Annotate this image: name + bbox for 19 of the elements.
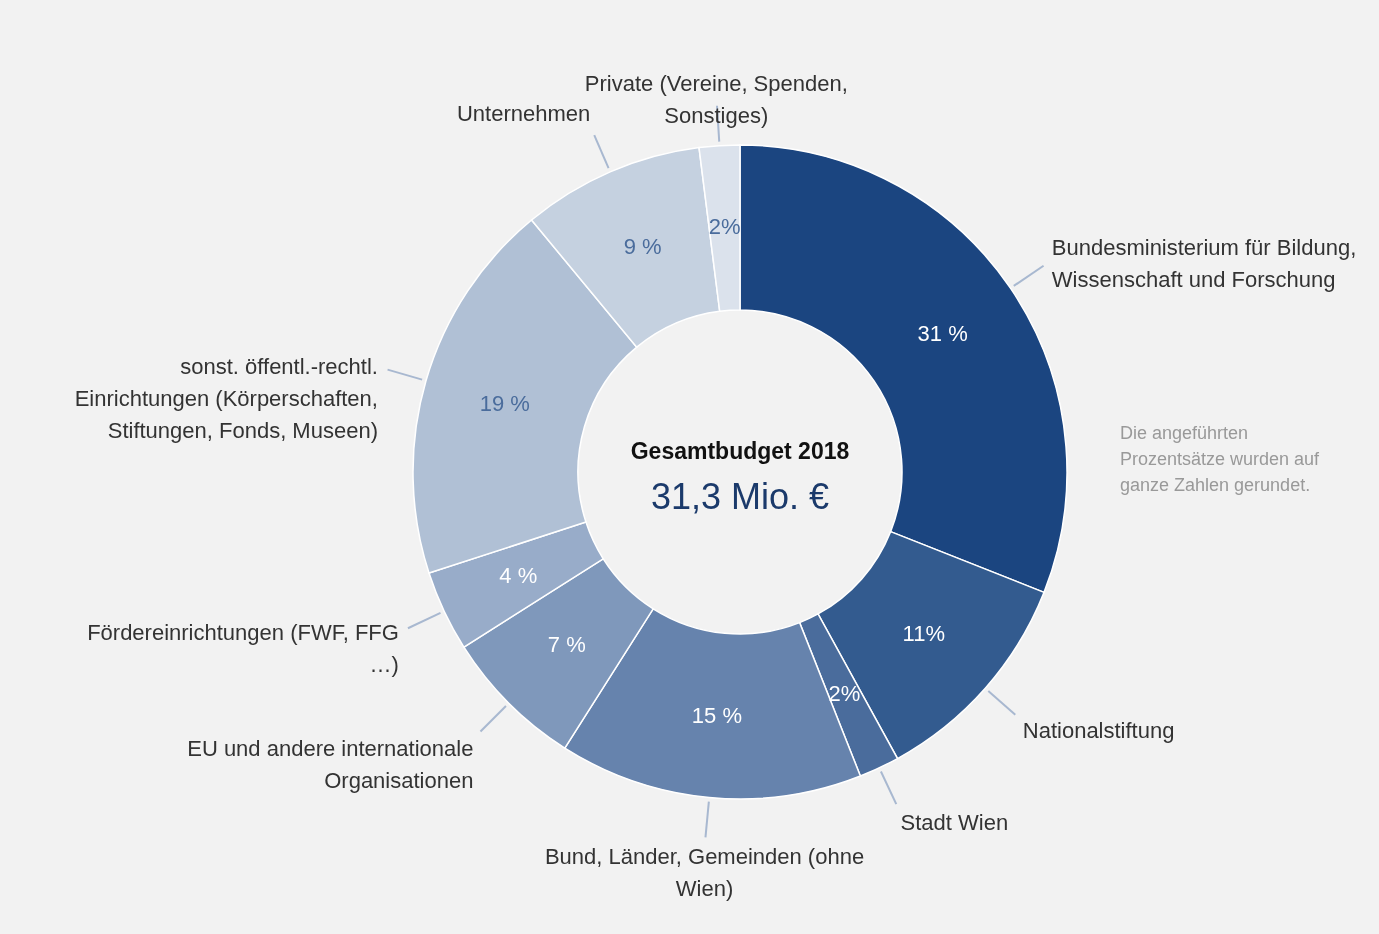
text: 31,3 Mio. € (650, 476, 830, 517)
data-label: 19 % (479, 390, 530, 416)
data-label: 31 % (917, 321, 968, 347)
slice-label: Stadt Wien (900, 810, 1009, 836)
slice-label: Bund, Länder, Gemeinden (ohne Wien) (544, 844, 865, 902)
data-label: 11% (902, 621, 945, 647)
data-label: 7 % (547, 632, 586, 658)
data-label: 15 % (691, 702, 743, 728)
slice-label: Nationalstiftung (1022, 718, 1175, 744)
slice-label: sonst. öffentl.-rechtl. Einrichtungen (Körperschaften, Stiftungen, Fonds, Museen) (74, 353, 378, 443)
text: Die angeführten Prozentsätze wurden auf ganze Zahlen gerundet. (1120, 423, 1321, 495)
data-label: 9 % (623, 234, 662, 260)
text: Gesamtbudget 2018 (630, 438, 850, 464)
slice-label: EU und andere internationale Organisationen (187, 735, 474, 793)
slice-label: Fördereinrichtungen (FWF, FFG …) (87, 619, 399, 677)
data-label: 2% (708, 214, 741, 240)
slice-label: Bundesministerium für Bildung, Wissenschaft und Forschung (1051, 235, 1357, 293)
data-label: 2% (828, 680, 861, 706)
data-label: 4 % (499, 563, 538, 589)
